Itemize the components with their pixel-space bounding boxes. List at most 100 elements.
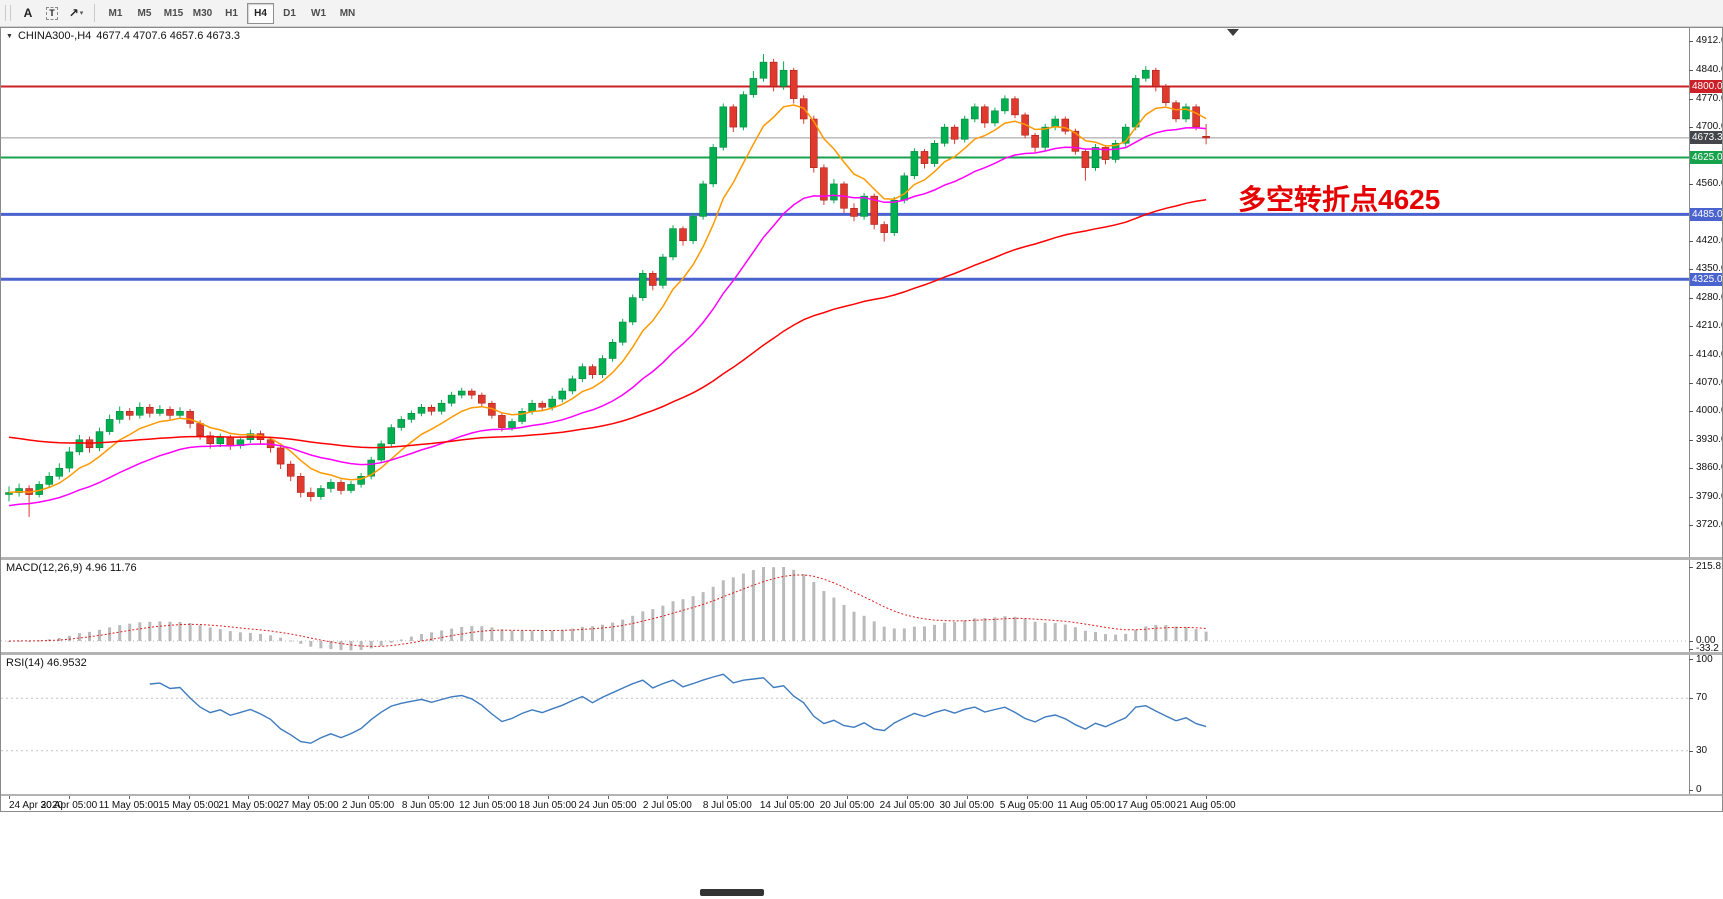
time-scale[interactable]: 24 Apr 2020 30 Apr 05:00 11 May 05:00 15 Ma… <box>1 796 1722 811</box>
macd-histogram-bar <box>1114 634 1118 641</box>
macd-histogram-bar <box>269 635 273 641</box>
price-tick-label: 3860.0 <box>1696 462 1722 474</box>
macd-histogram-bar <box>993 617 997 641</box>
panel-splitter[interactable] <box>1 794 1722 796</box>
macd-histogram-bar <box>218 629 222 641</box>
macd-histogram-bar <box>369 641 373 649</box>
timeframe-m5-button[interactable]: M5 <box>137 7 152 19</box>
time-label: 24 Jul 05:00 <box>879 800 935 811</box>
macd-histogram-bar <box>621 619 625 641</box>
main-chart-panel[interactable]: ▼ CHINA300-,H4 4677.4 4707.6 4657.6 4673… <box>1 28 1723 557</box>
candle-body <box>498 415 506 428</box>
time-tick <box>128 796 130 799</box>
panel-splitter[interactable] <box>1 557 1722 560</box>
panel-splitter[interactable] <box>1 652 1722 655</box>
candle-body <box>1101 147 1110 160</box>
macd-canvas[interactable] <box>1 560 1689 652</box>
macd-histogram-bar <box>601 624 604 641</box>
macd-histogram-bar <box>560 629 564 641</box>
one-click-trading-arrow-icon[interactable]: ▼ <box>6 32 13 40</box>
candle-body <box>125 411 134 416</box>
timeframe-w1-button[interactable]: W1 <box>311 7 326 19</box>
price-tick <box>1689 496 1693 498</box>
macd-histogram-bar <box>1144 626 1148 641</box>
time-label: 30 Apr 05:00 <box>40 800 98 811</box>
macd-histogram-bar <box>158 621 162 641</box>
rsi-scale[interactable]: 100 70 30 0 <box>1689 654 1722 795</box>
macd-histogram-bar <box>812 581 816 641</box>
macd-histogram-bar <box>490 627 494 641</box>
timeframe-m1-button[interactable]: M1 <box>108 7 123 19</box>
timeframe-m15-button[interactable]: M15 <box>163 7 184 19</box>
macd-histogram-bar <box>641 611 645 641</box>
macd-histogram-bar <box>762 567 765 641</box>
macd-histogram-bar <box>138 622 142 641</box>
timeframe-mn-button[interactable]: MN <box>339 7 356 19</box>
candle-body <box>226 437 235 447</box>
macd-histogram-bar <box>651 609 655 641</box>
macd-histogram-bar <box>420 634 423 641</box>
chart-symbol-period: CHINA300-,H4 <box>17 30 92 42</box>
price-tick-label: 4700.0 <box>1696 121 1722 133</box>
macd-histogram-bar <box>802 574 806 641</box>
candle-body <box>900 175 909 201</box>
candle-body <box>1131 78 1140 128</box>
macd-histogram-bar <box>580 626 584 641</box>
taskbar-sliver[interactable] <box>700 889 764 896</box>
macd-histogram-bar <box>731 577 735 641</box>
time-tick <box>906 796 908 799</box>
rsi-tick-label: 100 <box>1696 654 1713 665</box>
timeframe-d1-button[interactable]: D1 <box>283 7 296 19</box>
price-scale[interactable]: 4912.0 4840.0 4770.0 4700.0 4560.0 4420.0 4350… <box>1689 28 1723 557</box>
macd-histogram-bar <box>530 630 534 641</box>
arrows-tool-button[interactable]: ↗ ▾ <box>65 3 87 23</box>
price-tick-label: 4560.0 <box>1696 177 1722 189</box>
candle-body <box>528 402 536 412</box>
macd-histogram-bar <box>480 626 484 641</box>
timeframe-h4-button[interactable]: H4 <box>247 2 274 24</box>
macd-histogram-bar <box>681 599 685 641</box>
candle-body <box>45 476 53 485</box>
rsi-canvas[interactable] <box>1 655 1689 794</box>
price-tick-label: 4912.0 <box>1696 35 1722 46</box>
macd-scale[interactable]: 215.81 0.00-33.2 <box>1689 560 1722 654</box>
chart-shift-marker-icon[interactable] <box>1227 29 1239 36</box>
candle-body <box>739 94 748 128</box>
candle-body <box>115 411 124 420</box>
moving-average-25 <box>8 127 1207 507</box>
candle-body <box>146 406 154 414</box>
time-tick <box>547 796 549 799</box>
macd-histogram-bar <box>1154 624 1158 641</box>
arrows-tool-icon: ↗ <box>68 6 79 20</box>
rsi-indicator-panel[interactable]: RSI(14) 46.9532 100 70 30 0 <box>1 654 1722 795</box>
main-chart-canvas[interactable] <box>1 28 1689 557</box>
toolbar-grip[interactable] <box>5 5 11 21</box>
price-tick-label: 4140.0 <box>1696 348 1722 360</box>
time-tick <box>1146 796 1148 799</box>
text-label-tool-button[interactable]: T <box>41 3 63 23</box>
rsi-line <box>149 673 1207 744</box>
timeframe-m30-button[interactable]: M30 <box>192 7 213 19</box>
candle-body <box>387 427 396 445</box>
candle-body <box>820 167 828 201</box>
macd-histogram-bar <box>591 626 594 641</box>
price-tick-label: 4210.0 <box>1696 320 1722 331</box>
candle-body <box>779 69 788 87</box>
price-tick-label: 4070.0 <box>1696 376 1722 388</box>
chart-annotation-text[interactable]: 多空转折点4625 <box>1238 184 1441 215</box>
candle-body <box>548 398 556 408</box>
timeframe-h1-button[interactable]: H1 <box>225 7 238 19</box>
macd-histogram-bar <box>329 641 333 650</box>
price-badge: 4673.3 <box>1690 131 1723 145</box>
macd-histogram-bar <box>933 624 936 641</box>
time-tick <box>428 796 429 799</box>
macd-histogram-bar <box>178 621 182 641</box>
candle-body <box>699 183 707 217</box>
macd-tick-label: -33.2 <box>1696 643 1719 654</box>
chart-ohlc-values: 4677.4 4707.6 4657.6 4673.3 <box>96 30 241 42</box>
macd-histogram-bar <box>248 632 252 641</box>
text-tool-button[interactable]: A <box>17 3 39 23</box>
macd-indicator-panel[interactable]: MACD(12,26,9) 4.96 11.76 215.81 0.00-33.2 <box>1 560 1722 654</box>
macd-histogram-bar <box>792 569 796 641</box>
macd-histogram-bar <box>691 596 695 641</box>
